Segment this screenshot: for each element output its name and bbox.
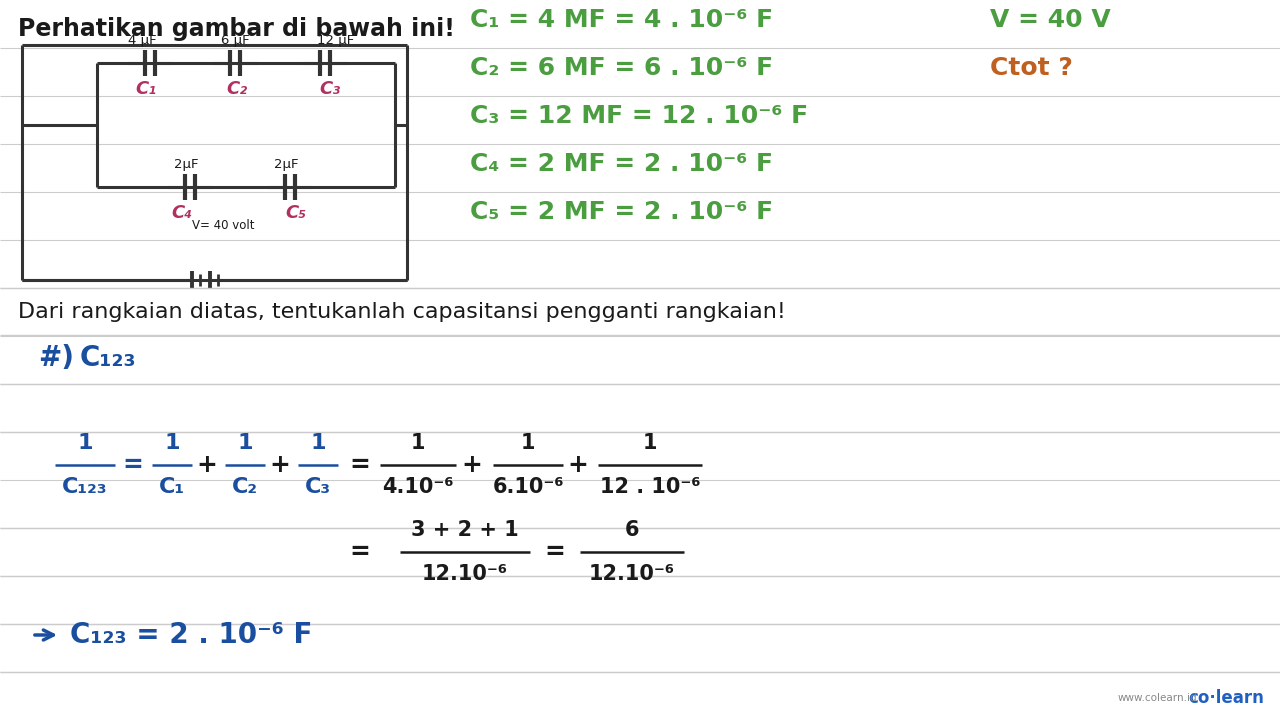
Text: 3 + 2 + 1: 3 + 2 + 1 [411, 520, 518, 540]
Text: =: = [123, 453, 143, 477]
Text: +: + [270, 453, 291, 477]
Text: C₃ = 12 MF = 12 . 10⁻⁶ F: C₃ = 12 MF = 12 . 10⁻⁶ F [470, 104, 808, 128]
Text: =: = [544, 540, 566, 564]
Text: V= 40 volt: V= 40 volt [192, 219, 255, 232]
Text: #): #) [38, 344, 74, 372]
Text: +: + [462, 453, 483, 477]
Text: 12 μF: 12 μF [317, 34, 355, 47]
Text: 2μF: 2μF [174, 158, 198, 171]
Text: +: + [197, 453, 218, 477]
Text: C₂: C₂ [232, 477, 259, 497]
Text: www.colearn.id: www.colearn.id [1117, 693, 1198, 703]
Text: 12.10⁻⁶: 12.10⁻⁶ [422, 564, 508, 584]
Text: C₅ = 2 MF = 2 . 10⁻⁶ F: C₅ = 2 MF = 2 . 10⁻⁶ F [470, 200, 773, 224]
Text: C₁₂₃: C₁₂₃ [79, 344, 137, 372]
Text: C₄ = 2 MF = 2 . 10⁻⁶ F: C₄ = 2 MF = 2 . 10⁻⁶ F [470, 152, 773, 176]
Text: Dari rangkaian diatas, tentukanlah capasitansi pengganti rangkaian!: Dari rangkaian diatas, tentukanlah capas… [18, 302, 786, 322]
Text: 6: 6 [625, 520, 639, 540]
Text: 6 μF: 6 μF [221, 34, 250, 47]
Text: C₁: C₁ [159, 477, 186, 497]
Text: V = 40 V: V = 40 V [989, 8, 1111, 32]
Text: 1: 1 [521, 433, 535, 453]
Text: C₃: C₃ [305, 477, 332, 497]
Text: C₂ = 6 MF = 6 . 10⁻⁶ F: C₂ = 6 MF = 6 . 10⁻⁶ F [470, 56, 773, 80]
Text: =: = [349, 453, 370, 477]
Text: C₁₂₃ = 2 . 10⁻⁶ F: C₁₂₃ = 2 . 10⁻⁶ F [70, 621, 312, 649]
Text: 1: 1 [164, 433, 179, 453]
Text: 12.10⁻⁶: 12.10⁻⁶ [589, 564, 675, 584]
Text: C₄: C₄ [172, 204, 192, 222]
Text: 12 . 10⁻⁶: 12 . 10⁻⁶ [600, 477, 700, 497]
Text: 2μF: 2μF [274, 158, 298, 171]
Text: 1: 1 [643, 433, 657, 453]
Text: C₂: C₂ [227, 80, 247, 98]
Text: Perhatikan gambar di bawah ini!: Perhatikan gambar di bawah ini! [18, 17, 454, 41]
Text: 4 μF: 4 μF [128, 34, 156, 47]
Text: 4.10⁻⁶: 4.10⁻⁶ [383, 477, 453, 497]
Text: 1: 1 [237, 433, 252, 453]
Text: Ctot ?: Ctot ? [989, 56, 1073, 80]
Text: =: = [349, 540, 370, 564]
Text: C₁₂₃: C₁₂₃ [63, 477, 108, 497]
Text: 6.10⁻⁶: 6.10⁻⁶ [493, 477, 563, 497]
Text: C₁ = 4 MF = 4 . 10⁻⁶ F: C₁ = 4 MF = 4 . 10⁻⁶ F [470, 8, 773, 32]
Text: 1: 1 [411, 433, 425, 453]
Text: 1: 1 [77, 433, 92, 453]
Text: C₁: C₁ [136, 80, 156, 98]
Text: 1: 1 [310, 433, 325, 453]
Text: C₅: C₅ [285, 204, 307, 222]
Text: C₃: C₃ [320, 80, 340, 98]
Text: +: + [567, 453, 589, 477]
Text: co·learn: co·learn [1188, 689, 1263, 707]
